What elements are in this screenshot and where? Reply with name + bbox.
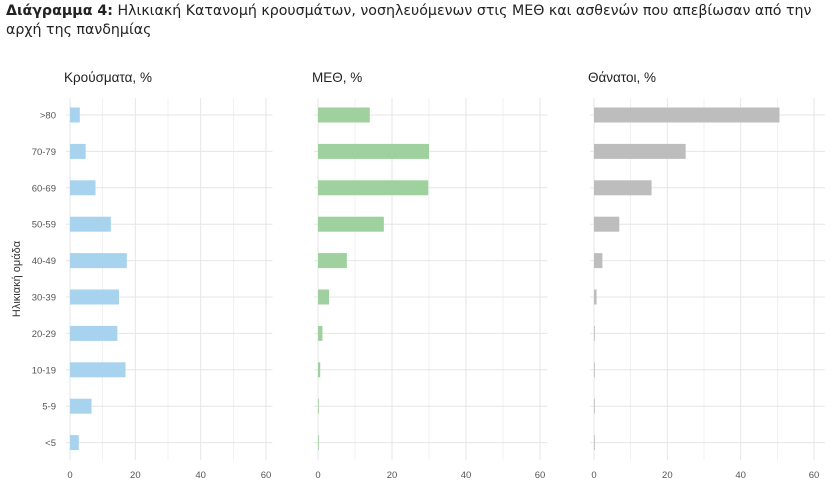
y-tick-label: 60-69 [32,183,56,194]
y-tick-label: 40-49 [32,256,56,267]
x-tick-label: 20 [387,470,398,481]
y-tick-label: >80 [40,111,56,122]
bar-icu [318,398,319,414]
bar-icu [318,289,330,305]
bar-deaths [594,398,595,414]
figure-title-text: Ηλικιακή Κατανομή κρουσμάτων, νοσηλευόμε… [6,3,812,38]
y-tick-label: 10-19 [32,365,56,376]
y-tick-label: 20-29 [32,329,56,340]
bar-cases [70,107,80,123]
bars-layer [70,107,780,451]
bar-icu [318,362,321,378]
bar-icu [318,435,319,451]
y-tick-label: 70-79 [32,147,56,158]
bar-icu [318,216,384,232]
grid-layer [66,98,825,460]
y-tick-label: 30-39 [32,293,56,304]
bar-cases [70,325,118,341]
x-tick-label: 20 [662,470,673,481]
x-tick-label: 0 [67,470,72,481]
labels-layer: 0 20 40 60 Κρούσματα, % 0 20 40 60 ΜΕΘ, % 0 20 40 60 Θ… [32,70,820,481]
bar-deaths [594,435,595,451]
panel-title: Κρούσματα, % [64,70,152,85]
x-tick-label: 40 [461,470,472,481]
bar-deaths [594,253,603,269]
bar-deaths [594,289,597,305]
bar-deaths [594,107,780,123]
x-tick-label: 60 [535,470,546,481]
panel-title: Θάνατοι, % [588,70,656,85]
y-tick-label: <5 [45,438,56,449]
bar-icu [318,325,323,341]
x-tick-label: 0 [591,470,596,481]
bar-icu [318,180,429,196]
bar-icu [318,107,370,123]
x-tick-label: 0 [315,470,320,481]
figure-title: Διάγραμμα 4: Ηλικιακή Κατανομή κρουσμάτω… [6,2,836,40]
bar-cases [70,180,96,196]
x-tick-label: 20 [130,470,141,481]
bar-icu [318,253,347,269]
x-tick-label: 40 [735,470,746,481]
y-tick-label: 5-9 [42,402,56,413]
x-tick-label: 60 [261,470,272,481]
y-axis-title: Ηλικιακή ομάδα [11,240,23,317]
y-tick-label: 50-59 [32,220,56,231]
bar-cases [70,216,111,232]
bar-icu [318,143,429,159]
bar-cases [70,143,86,159]
bar-deaths [594,180,652,196]
figure-label: Διάγραμμα 4: [6,3,113,19]
bar-cases [70,435,79,451]
bar-deaths [594,325,595,341]
bar-cases [70,289,119,305]
bar-cases [70,398,92,414]
x-tick-label: 60 [809,470,820,481]
bar-deaths [594,362,595,378]
bar-deaths [594,216,620,232]
panel-title: ΜΕΘ, % [312,70,362,85]
bar-cases [70,253,127,269]
x-tick-label: 40 [195,470,206,481]
bar-cases [70,362,126,378]
bar-deaths [594,143,686,159]
